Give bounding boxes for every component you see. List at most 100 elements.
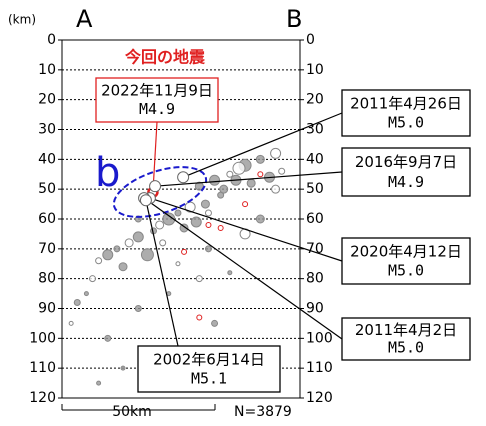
- callout-box: [341, 237, 471, 285]
- leader-line: [149, 197, 343, 262]
- y2-tick-label: 40: [306, 151, 324, 167]
- event-magnitude: M5.0: [388, 114, 424, 132]
- event-point: [139, 194, 152, 207]
- red-point: [181, 248, 188, 255]
- point: [95, 257, 103, 265]
- callout-box: [341, 317, 471, 361]
- y2-tick-label: 110: [306, 360, 333, 376]
- red-point: [242, 201, 249, 208]
- y2-tick-label: 0: [306, 32, 315, 48]
- event-date: 2022年11月9日: [101, 82, 213, 100]
- leader-line: [143, 197, 343, 340]
- point: [227, 270, 233, 276]
- event-magnitude: M5.0: [388, 262, 424, 280]
- y2-tick-label: 60: [306, 211, 324, 227]
- point: [120, 365, 126, 371]
- point: [270, 147, 282, 159]
- y-tick-label: 40: [38, 151, 56, 167]
- y-tick-label: 60: [38, 211, 56, 227]
- event-point: [149, 180, 162, 193]
- y2-tick-label: 120: [306, 390, 333, 406]
- point: [190, 216, 202, 228]
- y-tick-label: 100: [29, 330, 56, 346]
- point: [68, 320, 74, 326]
- y-tick-label: 0: [47, 32, 56, 48]
- units-label: (km): [8, 13, 36, 27]
- left-label: A: [76, 5, 93, 33]
- point: [113, 245, 121, 253]
- event-point: [177, 171, 190, 184]
- point: [278, 167, 286, 175]
- point: [140, 248, 154, 262]
- y-tick-label: 90: [38, 301, 56, 317]
- red-point: [257, 171, 264, 178]
- point: [96, 380, 102, 386]
- point: [226, 170, 234, 178]
- event-date: 2016年9月7日: [355, 153, 457, 171]
- annotation: 今回の地震: [124, 48, 206, 67]
- point: [204, 209, 212, 217]
- y2-tick-label: 70: [306, 241, 324, 257]
- point: [179, 223, 189, 233]
- event-date: 2011年4月26日: [350, 94, 462, 112]
- y2-tick-label: 50: [306, 181, 324, 197]
- y-tick-label: 120: [29, 390, 56, 406]
- point: [102, 249, 114, 261]
- event-magnitude: M4.9: [388, 173, 424, 191]
- point: [195, 275, 203, 283]
- y-tick-label: 50: [38, 181, 56, 197]
- point: [155, 220, 165, 230]
- point: [124, 238, 134, 248]
- y-tick-label: 80: [38, 271, 56, 287]
- callout-box: [95, 77, 219, 123]
- callout-box: [137, 345, 281, 393]
- y2-tick-label: 100: [306, 330, 333, 346]
- y-tick-label: 10: [38, 62, 56, 78]
- event-magnitude: M5.1: [191, 370, 227, 388]
- point: [83, 291, 89, 297]
- point: [211, 319, 219, 327]
- leader-line: [182, 112, 343, 178]
- point: [255, 154, 265, 164]
- event-date: 2002年6月14日: [153, 350, 265, 368]
- right-label: B: [286, 5, 302, 33]
- event-magnitude: M5.0: [388, 339, 424, 357]
- point: [204, 245, 212, 253]
- event-date: 2020年4月12日: [350, 242, 462, 260]
- point: [134, 305, 142, 312]
- callout-box: [341, 89, 471, 137]
- point: [246, 178, 256, 188]
- y2-tick-label: 90: [306, 301, 324, 317]
- y2-tick-label: 20: [306, 92, 324, 108]
- point: [104, 334, 112, 342]
- point: [209, 174, 221, 186]
- point: [232, 161, 246, 175]
- point: [271, 184, 281, 194]
- plot-frame: [61, 39, 301, 399]
- region-ellipse: [112, 166, 208, 218]
- leader-line: [155, 171, 343, 187]
- point: [166, 291, 172, 297]
- point: [255, 214, 265, 224]
- point: [174, 209, 182, 217]
- event-date: 2011年4月2日: [355, 321, 457, 339]
- y-tick-label: 70: [38, 241, 56, 257]
- point: [200, 199, 210, 209]
- leader-line: [145, 200, 179, 347]
- callout-box: [341, 147, 471, 197]
- point: [175, 261, 181, 267]
- point: [219, 184, 229, 194]
- point: [73, 299, 81, 307]
- point: [159, 239, 167, 247]
- red-point: [196, 314, 203, 321]
- point: [162, 212, 176, 226]
- point: [184, 201, 196, 213]
- count-label: N=3879: [234, 404, 292, 420]
- scale-bar-label: 50km: [112, 404, 152, 420]
- red-point: [217, 224, 224, 231]
- y-tick-label: 20: [38, 92, 56, 108]
- region-label: b: [95, 150, 120, 196]
- point: [118, 262, 128, 272]
- y2-tick-label: 10: [306, 62, 324, 78]
